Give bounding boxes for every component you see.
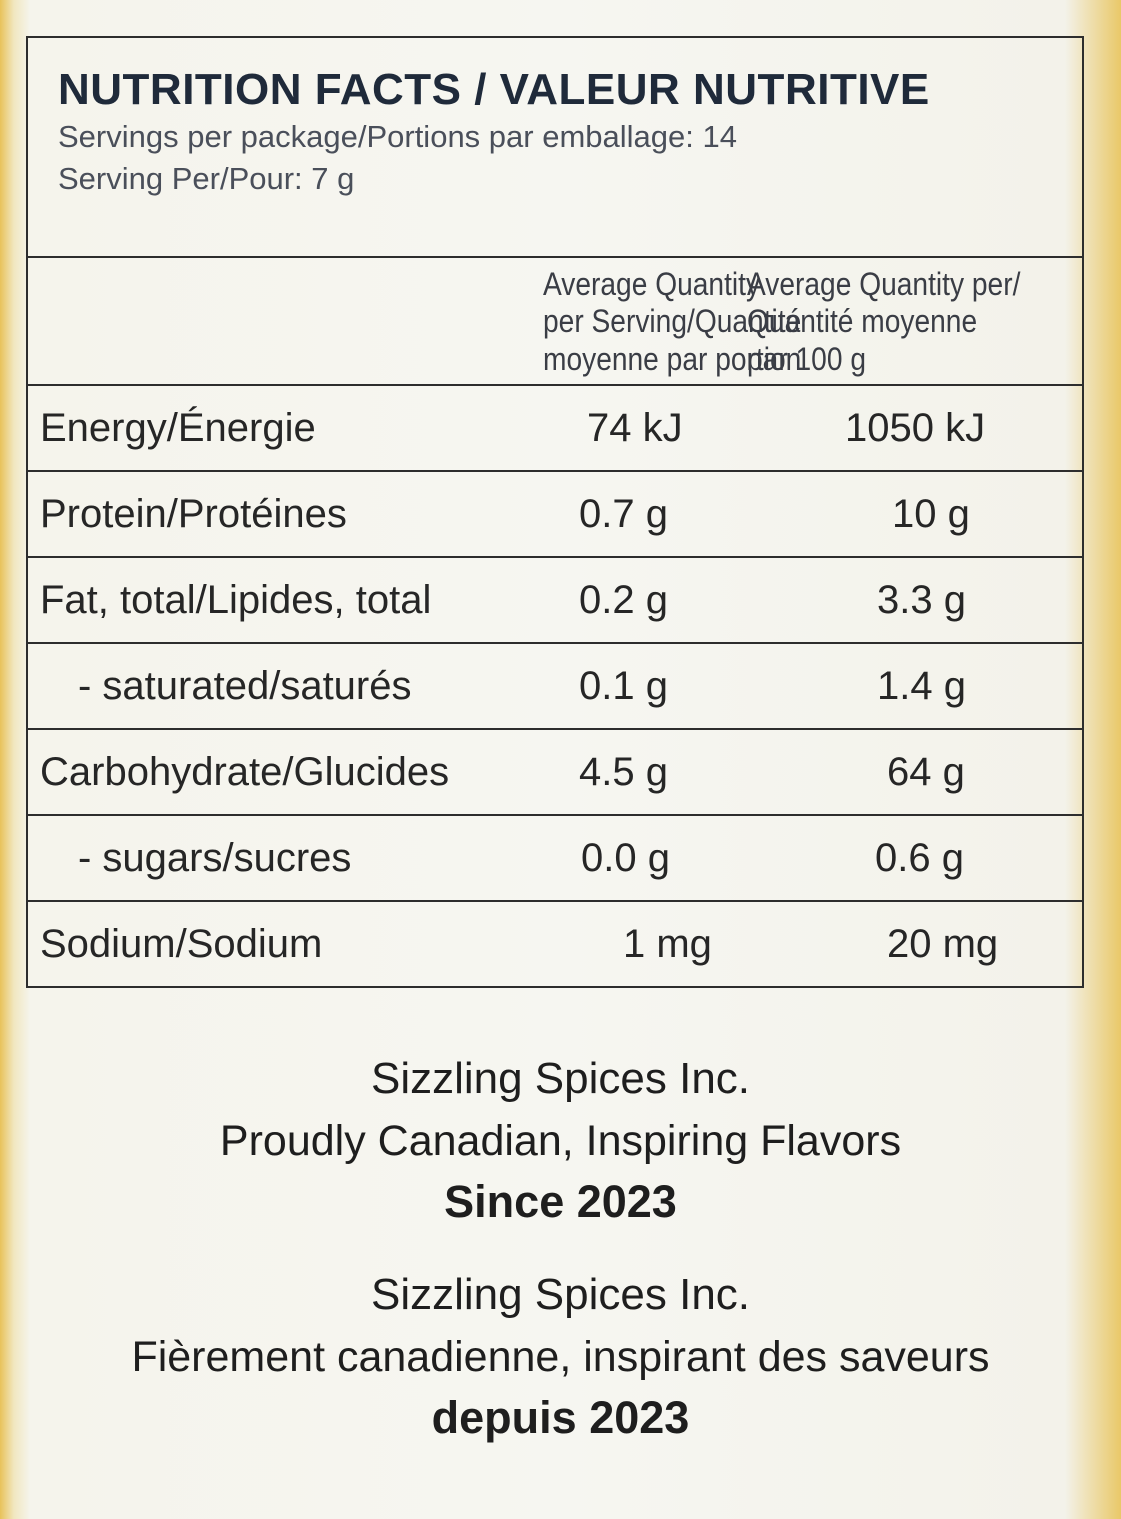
nutrient-name: - saturated/saturés — [26, 642, 537, 730]
column-header-line: per Serving/Quantité — [543, 303, 802, 340]
label-header: NUTRITION FACTS / VALEUR NUTRITIVE Servi… — [25, 36, 1085, 258]
per-serving-value: 1 mg — [623, 921, 712, 966]
nutrient-name: Sodium/Sodium — [26, 900, 537, 988]
per-serving-value: 0.0 g — [581, 835, 670, 880]
per-100g-value: 0.6 g — [875, 835, 964, 880]
label-title: NUTRITION FACTS / VALEUR NUTRITIVE — [58, 65, 930, 114]
serving-size: Serving Per/Pour: 7 g — [58, 160, 355, 196]
company-footer-french: Sizzling Spices Inc. Fièrement canadienn… — [0, 1264, 1121, 1448]
column-header-line: Quantité moyenne — [747, 303, 978, 340]
company-tagline: Proudly Canadian, Inspiring Flavors — [219, 1117, 902, 1165]
nutrient-name: Protein/Protéines — [26, 470, 537, 558]
column-header-line: Average Quantity per/ — [747, 266, 1021, 302]
nutrient-name: Carbohydrate/Glucides — [26, 728, 537, 816]
nutrient-row-sodium: Sodium/Sodium 1 mg 20 mg — [26, 900, 1085, 988]
nutrient-name: - sugars/sucres — [26, 814, 537, 902]
company-tagline: Fièrement canadienne, inspirant des save… — [131, 1333, 990, 1381]
company-since: Since 2023 — [444, 1176, 677, 1227]
per-serving-value: 0.2 g — [579, 577, 668, 622]
per-serving-value: 74 kJ — [587, 405, 683, 450]
nutrient-row-energy: Energy/Énergie 74 kJ 1050 kJ — [26, 384, 1085, 472]
per-100g-value: 20 mg — [887, 921, 999, 966]
nutrition-facts-label: NUTRITION FACTS / VALEUR NUTRITIVE Servi… — [25, 36, 1085, 988]
company-since: depuis 2023 — [431, 1392, 690, 1443]
column-header-row: Average Quantity per Serving/Quantité mo… — [26, 256, 1085, 386]
column-header-per-serving: Average Quantity per Serving/Quantité mo… — [537, 256, 802, 386]
per-100g-value: 64 g — [887, 749, 965, 794]
company-name: Sizzling Spices Inc. — [370, 1270, 751, 1319]
nutrient-row-sugars: - sugars/sucres 0.0 g 0.6 g — [26, 814, 1085, 902]
nutrient-row-carbohydrate: Carbohydrate/Glucides 4.5 g 64 g — [26, 728, 1085, 816]
per-100g-value: 10 g — [892, 491, 970, 536]
nutrient-name: Energy/Énergie — [26, 384, 537, 472]
column-header-line: Average Quantity — [543, 266, 761, 302]
column-header-line: moyenne par portion — [543, 340, 802, 377]
nutrition-table: NUTRITION FACTS / VALEUR NUTRITIVE Servi… — [25, 36, 1085, 988]
per-100g-value: 1050 kJ — [845, 405, 986, 450]
per-serving-value: 0.1 g — [579, 663, 668, 708]
per-serving-value: 4.5 g — [579, 749, 668, 794]
nutrient-row-protein: Protein/Protéines 0.7 g 10 g — [26, 470, 1085, 558]
servings-per-package: Servings per package/Portions par emball… — [58, 119, 737, 155]
company-footer-english: Sizzling Spices Inc. Proudly Canadian, I… — [0, 1048, 1121, 1232]
nutrient-row-fat-total: Fat, total/Lipides, total 0.2 g 3.3 g — [26, 556, 1085, 644]
column-header-line: par 100 g — [747, 340, 866, 377]
column-header-per-100g: Average Quantity per/ Quantité moyenne p… — [737, 256, 1085, 386]
per-100g-value: 3.3 g — [877, 577, 966, 622]
company-name: Sizzling Spices Inc. — [370, 1054, 751, 1103]
nutrient-name: Fat, total/Lipides, total — [26, 556, 537, 644]
per-serving-value: 0.7 g — [579, 491, 668, 536]
nutrient-row-saturated: - saturated/saturés 0.1 g 1.4 g — [26, 642, 1085, 730]
per-100g-value: 1.4 g — [877, 663, 966, 708]
